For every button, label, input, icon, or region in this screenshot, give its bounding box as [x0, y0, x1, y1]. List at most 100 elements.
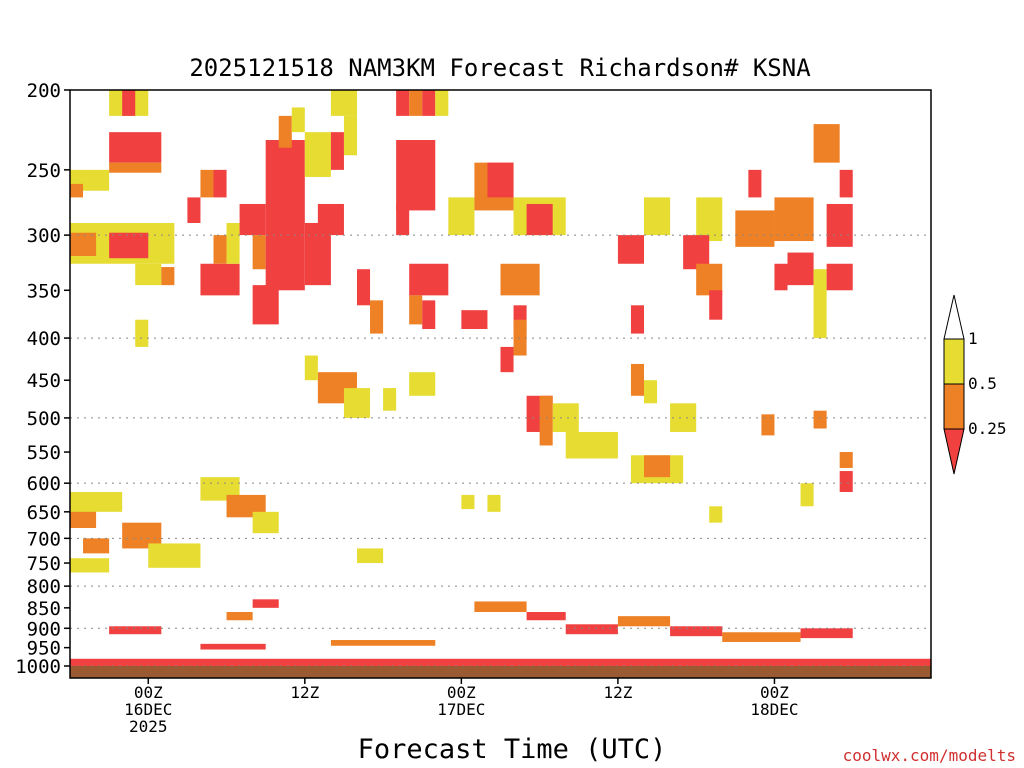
heatmap-cell	[70, 492, 123, 512]
heatmap-cell	[357, 269, 371, 306]
heatmap-cell	[278, 115, 292, 148]
heatmap-cell	[839, 452, 853, 468]
chart-title: 2025121518 NAM3KM Forecast Richardson# K…	[189, 54, 811, 82]
y-tick-label: 900	[27, 618, 61, 640]
heatmap-cell	[748, 169, 762, 198]
heatmap-cell	[461, 494, 475, 510]
y-tick-label: 650	[27, 502, 61, 524]
x-tick-label: 2025	[129, 717, 168, 736]
heatmap-cell	[252, 599, 279, 608]
heatmap-cell	[252, 235, 266, 270]
heatmap-cell	[213, 169, 227, 198]
heatmap-cell	[630, 305, 644, 334]
heatmap-cell	[813, 124, 840, 163]
heatmap-cell	[709, 290, 723, 320]
x-tick-label: 12Z	[603, 683, 632, 702]
x-tick-label: 17DEC	[437, 700, 485, 719]
heatmap-cell	[670, 626, 723, 637]
heatmap-cell	[239, 203, 266, 236]
heatmap-cell	[839, 471, 853, 493]
x-tick-label: 00Z	[447, 683, 476, 702]
heatmap-cell	[487, 494, 501, 512]
y-tick-label: 1000	[15, 656, 61, 678]
heatmap-cell	[644, 197, 671, 236]
heatmap-cell	[709, 506, 723, 523]
x-tick-label: 18DEC	[750, 700, 798, 719]
heatmap-cell	[396, 140, 436, 211]
x-tick-label: 00Z	[760, 683, 789, 702]
heatmap-cell	[135, 263, 162, 286]
heatmap-cell	[161, 267, 175, 286]
y-tick-label: 850	[27, 598, 61, 620]
heatmap-cell	[422, 90, 436, 116]
legend-bin-above-1	[943, 294, 965, 340]
heatmap-cell	[252, 285, 279, 325]
heatmap-cell	[330, 132, 344, 170]
heatmap-cell	[70, 232, 97, 256]
heatmap-cell	[343, 388, 371, 418]
dotted-gridlines	[70, 234, 931, 667]
heatmap-cell	[396, 90, 410, 116]
heatmap-cell	[122, 90, 136, 116]
y-tick-label: 300	[27, 225, 61, 247]
heatmap-cell	[500, 346, 514, 373]
heatmap-cell	[526, 203, 553, 236]
heatmap-cell	[448, 197, 475, 236]
heatmap-cell	[813, 269, 827, 339]
heatmap-cell	[148, 543, 201, 568]
heatmap-cell	[839, 169, 853, 198]
heatmap-cell	[109, 162, 162, 173]
heatmap-cell	[422, 300, 436, 330]
heatmap-cell	[187, 197, 201, 223]
x-tick-label: 12Z	[290, 683, 319, 702]
ground-layer	[70, 666, 931, 678]
heatmap-cell	[226, 612, 253, 621]
heatmap-cell	[409, 90, 423, 116]
heatmap-cell	[500, 263, 540, 296]
heatmap-cell	[800, 483, 814, 507]
heatmap-cell	[343, 115, 357, 156]
heatmap-cell	[135, 319, 149, 347]
heatmap-cell	[200, 643, 266, 650]
y-tick-label: 800	[27, 576, 61, 598]
heatmap-cell	[617, 235, 644, 264]
heatmap-cell	[70, 558, 110, 573]
heatmap-cell	[813, 410, 827, 429]
heatmap-cell	[304, 132, 331, 177]
heatmap-cell	[109, 132, 162, 163]
heatmap-cell	[213, 235, 227, 264]
heatmap-cell	[409, 295, 423, 325]
y-tick-label: 350	[27, 280, 61, 302]
heatmap-cell	[487, 162, 514, 198]
y-tick-label: 550	[27, 442, 61, 464]
legend-label: 0.5	[968, 374, 997, 393]
y-axis: 200 250 300 350 400 450 500 550 600 650 700 7508008…	[15, 80, 70, 678]
heatmap-cell	[109, 626, 162, 635]
heatmap-cell	[474, 601, 527, 613]
heatmap-cell	[630, 363, 644, 396]
legend-bin-below-0.25	[943, 428, 965, 475]
heatmap-cell	[696, 197, 723, 242]
y-tick-label: 500	[27, 408, 61, 430]
heatmap-cell	[683, 235, 710, 270]
x-tick-label: 16DEC	[124, 700, 172, 719]
heatmap-cell	[226, 222, 240, 264]
plot-frame	[69, 89, 932, 679]
heatmap-cell	[83, 538, 110, 554]
heatmap-cell	[539, 395, 553, 446]
heatmap-cell	[226, 494, 266, 518]
heatmap-cell	[396, 203, 410, 236]
heatmap-cell	[787, 252, 814, 286]
heatmap-cell	[409, 372, 436, 396]
heatmap-cells	[70, 90, 931, 670]
heatmap-cell	[565, 431, 618, 459]
legend-label: 0.25	[968, 419, 1007, 438]
heatmap-cell	[109, 232, 149, 259]
heatmap-cell	[800, 628, 853, 639]
heatmap-cell	[291, 107, 305, 133]
credit-link[interactable]: coolwx.com/modelts	[843, 746, 1016, 765]
heatmap-cell	[252, 511, 279, 534]
legend-bin-0.25-0.5	[943, 383, 965, 430]
heatmap-cell	[735, 210, 775, 247]
